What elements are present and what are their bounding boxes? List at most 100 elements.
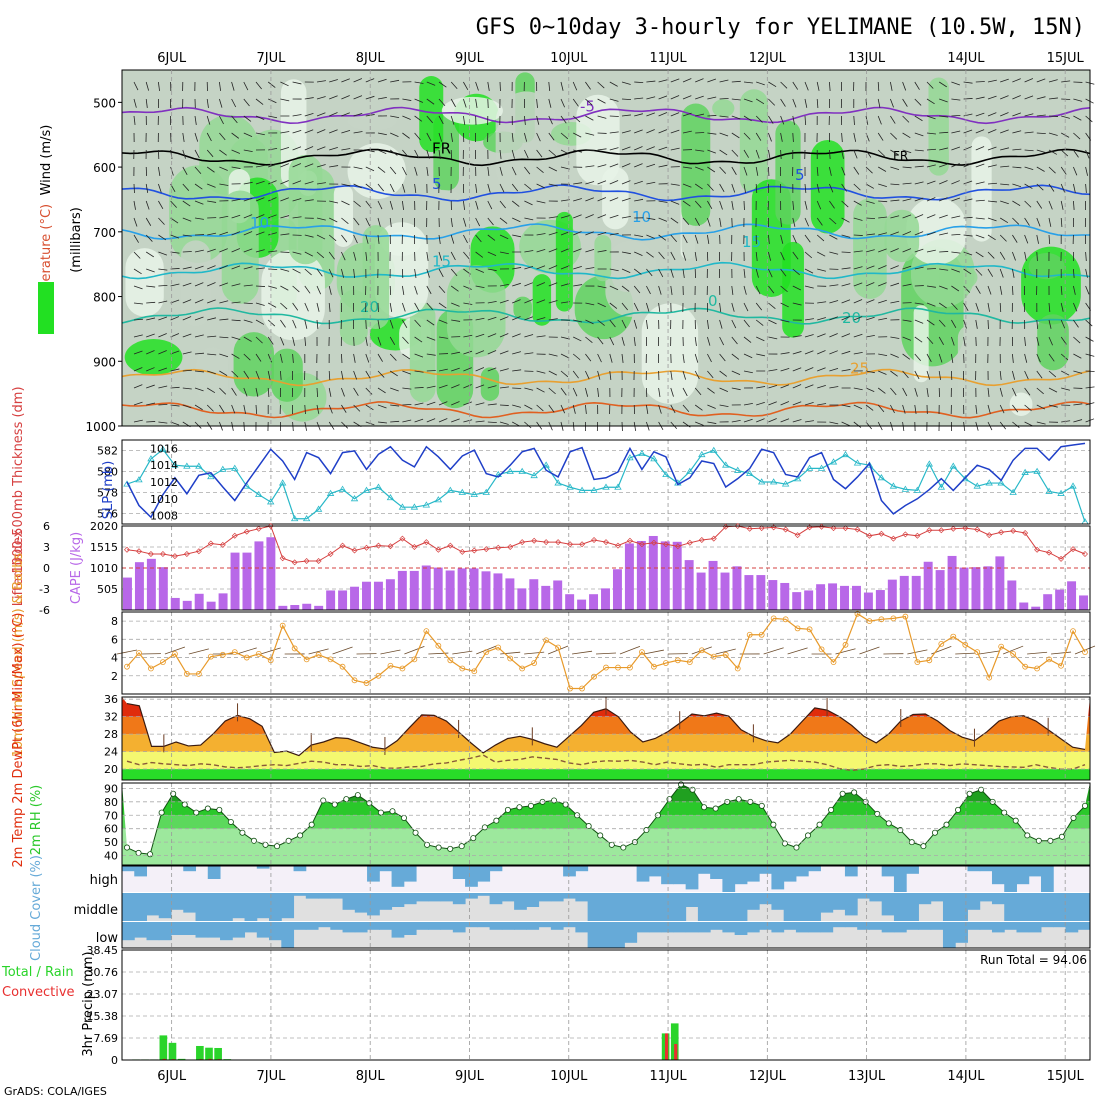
wind-barb <box>731 183 736 193</box>
wind-barb <box>560 149 570 155</box>
wind-barb <box>170 251 180 254</box>
lifted-index-point <box>1070 546 1077 553</box>
cape-bar <box>242 552 252 610</box>
wind-barb <box>475 333 485 338</box>
wind-barb <box>329 217 338 223</box>
wind10-barb <box>715 648 736 655</box>
wind10-barb <box>404 646 425 655</box>
wind-barb <box>609 233 619 236</box>
wind-barb <box>792 251 799 260</box>
wind-barb <box>316 319 319 329</box>
cape-bar <box>469 568 479 610</box>
wind10-point <box>603 664 609 671</box>
wind-barb <box>987 129 997 134</box>
cape-bar <box>971 567 981 610</box>
wind-barb <box>853 299 863 304</box>
wind-barb <box>1024 149 1034 152</box>
wind-barb <box>951 268 960 273</box>
lifted-axis-label: Lifted Index <box>11 529 26 606</box>
wind-barb <box>597 231 607 236</box>
cloud-frame <box>121 865 1091 949</box>
wind-barb <box>548 353 558 357</box>
rh-blob <box>1037 314 1069 371</box>
wind-barb <box>487 385 497 389</box>
wind-barb <box>548 265 558 270</box>
wind-barb <box>585 302 595 306</box>
wind-barb <box>182 404 192 409</box>
wind-barb <box>426 285 432 295</box>
lifted-index-point <box>614 542 621 549</box>
wind-barb <box>914 181 924 185</box>
wind-barb <box>963 180 973 185</box>
thickness-point <box>638 449 646 457</box>
wind-barb <box>621 268 631 274</box>
wind-barb <box>1048 387 1058 393</box>
wind-barb <box>536 317 546 321</box>
wind-barb <box>902 132 911 139</box>
wind-barb <box>463 367 472 372</box>
wind-barb <box>365 183 374 190</box>
thickness-point <box>482 488 490 495</box>
thickness-point <box>506 467 514 474</box>
wind-barb <box>438 115 444 125</box>
wind-barb <box>1073 115 1082 121</box>
wind-barb <box>1073 132 1081 140</box>
rh-blob <box>853 198 887 299</box>
cloud-middle-bar <box>881 893 895 916</box>
wind-barb <box>902 319 912 322</box>
wind-barb <box>426 401 436 406</box>
rh-point <box>1001 809 1008 816</box>
wind-barb <box>316 251 325 259</box>
isotherm-label: 0 <box>708 292 718 310</box>
cloud-middle-bar <box>918 893 932 905</box>
wind-barb <box>609 98 619 102</box>
thickness-point <box>231 464 239 471</box>
lifted-index-point <box>435 546 442 553</box>
wind-barb <box>1061 98 1071 100</box>
cape-bar <box>123 577 132 610</box>
wind-barb <box>292 336 295 346</box>
rh-point <box>354 792 361 799</box>
wind-barb <box>877 115 882 125</box>
wind-barb <box>304 251 313 257</box>
wind-barb <box>1073 336 1081 344</box>
wind-barb <box>780 401 790 406</box>
rh-blob <box>957 324 984 413</box>
precip-convective-bar <box>162 1058 166 1060</box>
wind-barb <box>182 282 192 287</box>
wind-barb <box>450 81 458 89</box>
wind-barb <box>450 115 455 125</box>
cloud-low-bar <box>526 922 540 930</box>
wind-barb <box>670 251 676 261</box>
thickness-point <box>147 455 155 462</box>
rh-blob <box>419 76 444 153</box>
wind-barb <box>987 404 991 414</box>
wind-barb <box>316 302 320 312</box>
wind-barb <box>365 387 373 395</box>
wind-barb <box>975 319 978 329</box>
wind10-point <box>950 633 957 640</box>
wind-barb <box>450 98 456 108</box>
wind-barb <box>572 404 576 414</box>
cloud-low-bar <box>759 922 772 930</box>
wind-barb <box>756 401 765 406</box>
cloud-high-bar <box>710 866 723 879</box>
rh-blob <box>712 99 735 118</box>
wind-barb <box>816 217 823 226</box>
wind10-barb <box>859 646 880 655</box>
wind-barb <box>841 234 851 238</box>
wind-barb <box>328 234 337 242</box>
wind-barb <box>707 370 714 379</box>
cloud-row-bg <box>122 866 1090 892</box>
cloud-low-bar <box>587 922 601 948</box>
wind-barb <box>975 163 985 168</box>
wind-barb <box>938 302 947 309</box>
wind10-point <box>674 657 681 664</box>
cloud-middle-bar <box>612 893 625 921</box>
wind-barb <box>792 285 802 291</box>
wind-barb <box>682 200 691 207</box>
wind-barb <box>255 98 264 105</box>
wind-barb <box>524 316 533 321</box>
wind-barb <box>1012 112 1021 117</box>
wind-barb <box>792 401 802 406</box>
